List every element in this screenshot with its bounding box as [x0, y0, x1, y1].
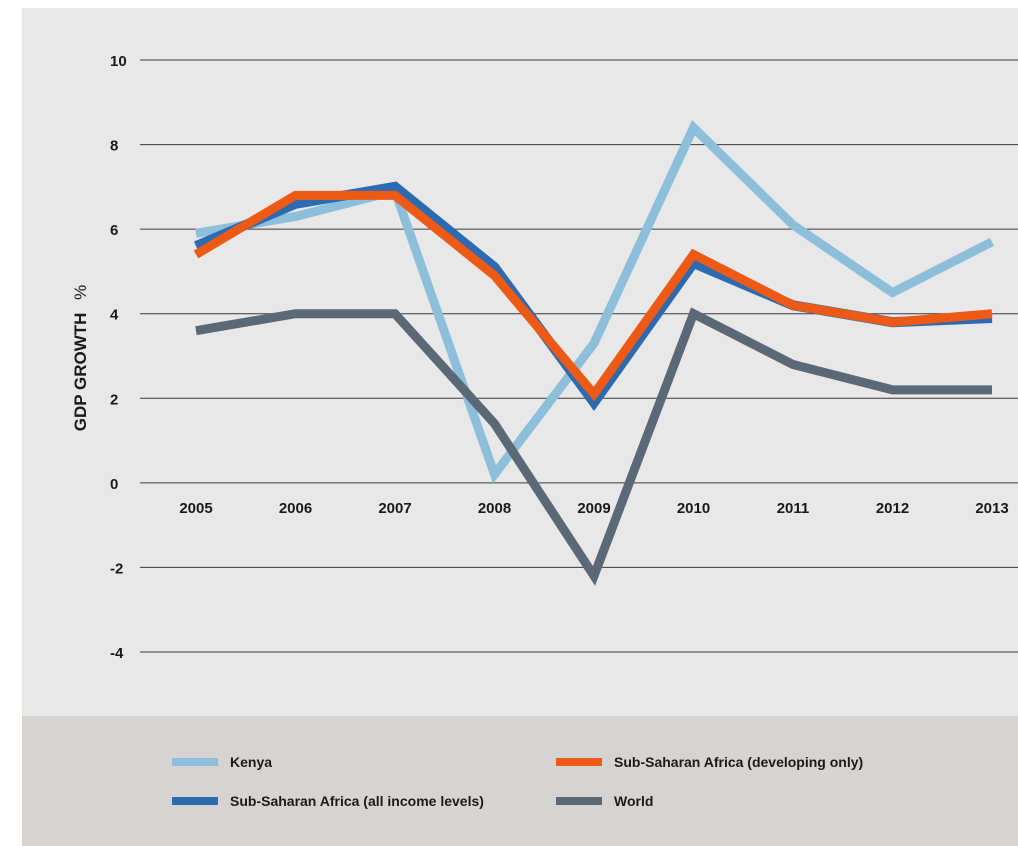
y-tick-label: -2	[110, 560, 123, 577]
legend-item: Kenya	[172, 752, 272, 772]
y-tick-label: 10	[110, 53, 127, 70]
x-tick-label: 2011	[777, 500, 810, 517]
y-axis-ticks: 10 8 6 4 2 0 -2 -4	[110, 53, 127, 662]
x-axis-ticks: 2005 2006 2007 2008 2009 2010 2011 2012 2013	[179, 500, 1008, 517]
series-line-kenya	[195, 119, 995, 484]
y-axis-unit: %	[71, 285, 90, 300]
y-tick-label: 6	[110, 222, 118, 239]
legend-label: Kenya	[230, 754, 273, 770]
legend	[22, 716, 1018, 846]
legend-swatch	[172, 797, 218, 805]
y-tick-label: 8	[110, 138, 118, 155]
series-line-world	[195, 307, 992, 586]
x-tick-label: 2013	[975, 500, 1008, 517]
series-line-sub-saharan-africa-all-income-levels	[194, 181, 993, 412]
legend-label: Sub-Saharan Africa (all income levels)	[230, 793, 484, 809]
y-axis-label-text: GDP GROWTH	[71, 313, 90, 432]
legend-item: World	[556, 791, 653, 811]
y-tick-label: -4	[110, 645, 124, 662]
x-tick-label: 2006	[279, 500, 312, 517]
legend-swatch	[172, 758, 218, 766]
x-tick-label: 2008	[478, 500, 511, 517]
legend-label: World	[614, 793, 654, 809]
series-line-sub-saharan-africa-developing-only	[193, 190, 993, 402]
x-tick-label: 2005	[179, 500, 212, 517]
y-tick-label: 2	[110, 391, 118, 408]
x-tick-label: 2009	[577, 500, 610, 517]
legend-label: Sub-Saharan Africa (developing only)	[614, 754, 864, 770]
x-tick-label: 2007	[378, 500, 411, 517]
y-tick-label: 4	[110, 307, 119, 324]
plot-area	[22, 8, 1018, 716]
legend-swatch	[556, 797, 602, 805]
legend-item: Sub-Saharan Africa (developing only)	[556, 752, 863, 772]
y-axis-label: GDP GROWTH %	[71, 285, 90, 432]
x-tick-label: 2012	[876, 500, 909, 517]
legend-swatch	[556, 758, 602, 766]
x-tick-label: 2010	[677, 500, 710, 517]
series-lines	[193, 119, 995, 586]
legend-item: Sub-Saharan Africa (all income levels)	[172, 791, 484, 811]
y-tick-label: 0	[110, 476, 118, 493]
